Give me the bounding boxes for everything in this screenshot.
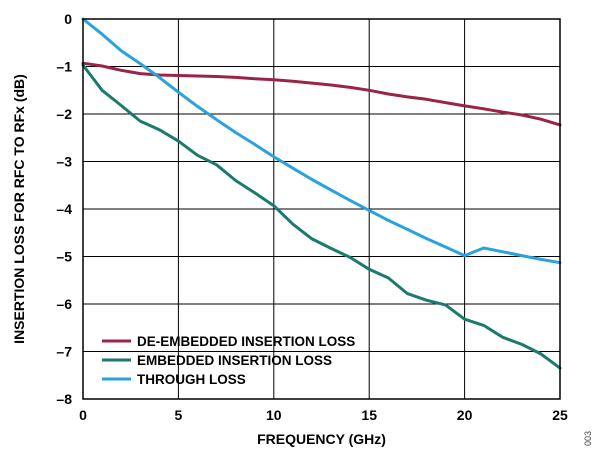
x-tick-label: 20: [457, 407, 473, 423]
y-tick-label: –1: [56, 59, 72, 75]
y-tick-label: –5: [56, 249, 72, 265]
y-tick-label: 0: [64, 11, 72, 27]
x-tick-label: 15: [361, 407, 377, 423]
y-tick-label: –7: [56, 344, 72, 360]
y-axis-label: INSERTION LOSS FOR RFC TO RFx (dB): [11, 74, 27, 344]
series-line-3: [81, 17, 562, 265]
legend: DE-EMBEDDED INSERTION LOSS EMBEDDED INSER…: [102, 334, 355, 387]
y-tick-label: –3: [56, 154, 72, 170]
series-line-1: [81, 61, 562, 127]
x-tick-label: 5: [175, 407, 183, 423]
x-tick-label: 25: [552, 407, 568, 423]
legend-label-2: EMBEDDED INSERTION LOSS: [137, 353, 332, 368]
x-tick-label: 0: [79, 407, 87, 423]
legend-label-1: DE-EMBEDDED INSERTION LOSS: [137, 334, 355, 349]
legend-label-3: THROUGH LOSS: [137, 372, 246, 387]
x-axis-label: FREQUENCY (GHz): [257, 431, 386, 447]
y-tick-label: –2: [56, 106, 72, 122]
y-tick-label: –6: [56, 296, 72, 312]
figure-id: 003: [583, 431, 593, 446]
plot-border: [82, 18, 561, 400]
x-tick-label: 10: [266, 407, 282, 423]
y-tick-label: –4: [56, 201, 72, 217]
y-tick-label: –8: [56, 391, 72, 407]
series-layer: [81, 17, 562, 370]
x-tick-labels: 0 5 10 15 20 25: [79, 407, 568, 423]
y-tick-labels: 0 –1 –2 –3 –4 –5 –6 –7 –8: [56, 11, 72, 407]
series-line-2: [81, 63, 562, 370]
